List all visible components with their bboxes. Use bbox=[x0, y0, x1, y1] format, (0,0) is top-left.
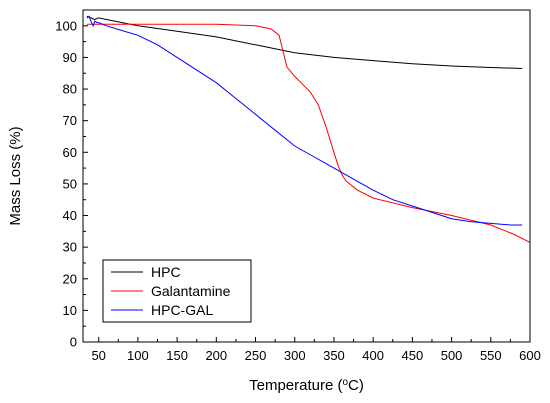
series-layer bbox=[86, 15, 531, 243]
x-tick-label: 300 bbox=[284, 348, 306, 363]
x-tick-label: 150 bbox=[166, 348, 188, 363]
x-tick-label: 550 bbox=[480, 348, 502, 363]
legend-label: Galantamine bbox=[151, 283, 231, 299]
x-tick-label: 250 bbox=[245, 348, 267, 363]
x-tick-label: 50 bbox=[91, 348, 105, 363]
legend-label: HPC-GAL bbox=[151, 302, 213, 318]
x-tick-label: 600 bbox=[519, 348, 541, 363]
legend-label: HPC bbox=[151, 264, 181, 280]
x-tick-label: 450 bbox=[402, 348, 424, 363]
x-axis-title-unit: C) bbox=[348, 377, 364, 394]
y-axis-title: Mass Loss (%) bbox=[7, 126, 24, 225]
series-line-hpc-gal bbox=[86, 15, 523, 226]
y-tick-label: 20 bbox=[63, 271, 77, 286]
y-tick-label: 90 bbox=[63, 50, 77, 65]
y-tick-label: 10 bbox=[63, 303, 77, 318]
x-axis-title: Temperature (oC) bbox=[249, 377, 364, 395]
y-tick-label: 0 bbox=[70, 335, 77, 350]
series-line-hpc bbox=[86, 15, 523, 69]
x-tick-label: 100 bbox=[127, 348, 149, 363]
x-axis-title-superscript: o bbox=[342, 377, 348, 388]
y-tick-label: 70 bbox=[63, 113, 77, 128]
plot-frame bbox=[82, 9, 531, 343]
x-tick-label: 400 bbox=[362, 348, 384, 363]
y-tick-label: 30 bbox=[63, 240, 77, 255]
x-tick-label: 350 bbox=[323, 348, 345, 363]
series-line-galantamine bbox=[86, 23, 531, 243]
y-tick-label: 80 bbox=[63, 82, 77, 97]
legend: HPC Galantamine HPC-GAL bbox=[102, 259, 252, 323]
x-tick-label: 500 bbox=[441, 348, 463, 363]
y-tick-label: 60 bbox=[63, 145, 77, 160]
ticks-layer: 50 100 150 200 250 300 350 400 450 500 550 600 0 10 20… bbox=[55, 18, 541, 363]
y-tick-label: 50 bbox=[63, 176, 77, 191]
x-axis-title-text: Temperature ( bbox=[249, 377, 342, 394]
x-tick-label: 200 bbox=[205, 348, 227, 363]
y-tick-label: 100 bbox=[55, 18, 77, 33]
y-tick-label: 40 bbox=[63, 208, 77, 223]
